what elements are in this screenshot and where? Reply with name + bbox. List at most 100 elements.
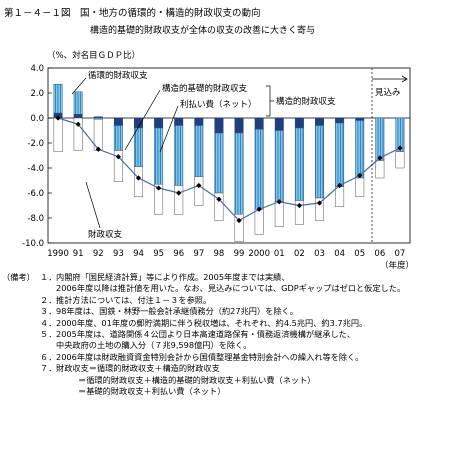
annotations: 循環的財政収支 構造的基礎的財政収支 利払い費（ネット） 構造的財政収支 財政収…: [71, 68, 408, 243]
bar-series: [53, 84, 405, 242]
x-tick-label: 94: [133, 249, 144, 259]
x-tick-label: 98: [214, 249, 225, 259]
bar-interest: [53, 117, 63, 152]
label-balance: 財政収支: [88, 229, 123, 240]
notes-item-num: ２．: [40, 294, 57, 305]
label-structural: 構造的財政収支: [276, 96, 336, 107]
leader-structural-primary: [124, 89, 161, 151]
bar-structural-primary: [174, 125, 184, 186]
notes-item-num: ６．: [40, 351, 57, 362]
balance-point: [196, 182, 202, 189]
bar-interest: [315, 197, 324, 221]
balance-point: [397, 145, 403, 151]
notes-item-num: ４．: [40, 317, 57, 328]
x-tick-label: 04: [334, 249, 345, 259]
y-tick-label: -2.0: [27, 139, 44, 149]
bar-interest: [234, 214, 244, 242]
bar-interest: [355, 177, 365, 197]
bar-cyclical: [355, 117, 365, 121]
bar-cyclical: [73, 114, 83, 119]
notes-item-num: ７．: [40, 363, 57, 374]
notes-item-text: 2006年度以降は推計値を用いた。なお、見込みについては、GDPギャップはゼロと…: [56, 283, 406, 294]
leader-cyclical: [71, 77, 87, 95]
label-forecast: 見込み: [375, 87, 401, 98]
notes-item-1-line-2: 2006年度以降は推計値を用いた。なお、見込みについては、GDPギャップはゼロと…: [2, 283, 472, 294]
bar-interest: [294, 200, 304, 225]
notes-item-6: ６． 2006年度は財政融資資金特別会計から国債整理基金特別会計への繰入れ等を除く…: [2, 352, 472, 363]
bar-cyclical: [315, 117, 324, 126]
balance-point: [75, 121, 81, 127]
bar-structural-primary: [254, 129, 264, 210]
bar-structural-primary: [294, 127, 304, 201]
x-tick-label: 02: [294, 249, 305, 259]
notes-item-text: 2005年度は、道路関係４公団より日本高速道路保有・債務返済機構が継承した、: [56, 329, 356, 340]
bar-interest: [214, 192, 224, 221]
bar-interest: [113, 150, 123, 182]
notes-item-3: ３． 98年度は、国鉄・林野一般会計承継債務分（約27兆円）を除く。: [2, 306, 472, 317]
notes-item-1-line-1: （備考） １． 内閣府「国民経済計算」等により作成。2005年度までは実績、: [2, 272, 472, 283]
x-tick-label: 91: [73, 249, 84, 259]
balance-point: [256, 206, 262, 212]
x-tick-label: 99: [234, 249, 245, 259]
x-axis-ticks: 1990 91 92 93 94 95 96 97 98 99 2000 01 02 03 04 05 06 07: [47, 249, 405, 259]
notes: （備考） １． 内閣府「国民経済計算」等により作成。2005年度までは実績、 200…: [2, 272, 472, 397]
balance-point: [316, 200, 323, 206]
x-tick-label: 92: [93, 249, 104, 259]
bar-interest: [134, 166, 143, 197]
bar-cyclical: [274, 117, 284, 131]
balance-point: [236, 217, 242, 224]
bar-interest: [375, 160, 385, 179]
balance-point: [156, 185, 162, 191]
bar-structural-primary: [375, 117, 385, 161]
y-tick-label: -4.0: [27, 164, 44, 174]
bar-cyclical: [294, 117, 304, 129]
notes-item-text: 推計方法については、付注１－３を参照。: [56, 294, 212, 305]
bar-cyclical: [174, 117, 184, 126]
x-tick-label: 93: [113, 249, 124, 259]
balance-polyline: [57, 117, 401, 222]
notes-item-num: ３．: [40, 306, 57, 317]
notes-item-5-line-1: ５． 2005年度は、道路関係４公団より日本高速道路保有・債務返済機構が継承した、: [2, 329, 472, 340]
bar-structural-primary: [73, 91, 83, 115]
notes-item-text: 財政収支＝循環的財政収支＋構造的財政収支: [56, 363, 220, 374]
bar-structural-primary: [355, 120, 365, 179]
balance-point: [337, 182, 343, 189]
balance-point: [135, 175, 142, 181]
x-tick-label: 2000: [248, 249, 270, 259]
leader-balance: [85, 181, 101, 229]
label-structural-primary: 構造的基礎的財政収支: [162, 83, 248, 94]
notes-item-text: ＝基礎的財政収支＋利払い費（ネット）: [78, 386, 226, 397]
x-tick-label: 06: [374, 249, 385, 259]
x-tick-label: 96: [173, 249, 184, 259]
x-tick-label: 01: [274, 249, 285, 259]
x-axis-label: （年度）: [380, 260, 414, 270]
bar-structural-primary: [315, 125, 324, 199]
notes-item-5-line-2: 中央政府の土地の購入分（７兆9,598億円）を除く。: [2, 340, 472, 351]
bar-interest: [274, 201, 284, 227]
bar-cyclical: [254, 117, 264, 130]
balance-point: [276, 199, 282, 205]
bar-cyclical: [234, 117, 244, 134]
y-axis-ticks: 4.0 2.0 0.0 -2.0 -4.0 -6.0 -8.0 -10.0: [22, 64, 52, 249]
bar-structural-primary: [154, 127, 164, 185]
balance-point: [377, 155, 383, 161]
x-tick-label: 1990: [47, 249, 69, 259]
bar-interest: [254, 209, 264, 235]
notes-item-text: 98年度は、国鉄・林野一般会計承継債務分（約27兆円）を除く。: [56, 306, 298, 317]
notes-label: （備考）: [2, 272, 35, 282]
notes-item-4: ４． 2000年度、01年度の郵貯満期に伴う税収増は、それぞれ、約4.5兆円、約3…: [2, 318, 472, 329]
balance-line: [55, 115, 403, 224]
label-cyclical: 循環的財政収支: [88, 70, 148, 81]
y-tick-label: -8.0: [27, 214, 44, 224]
notes-item-text: ＝循環的財政収支＋構造的基礎的財政収支＋利払い費（ネット）: [78, 374, 316, 385]
y-tick-label: 4.0: [30, 64, 44, 74]
chart-area: 第１－４－１図 国・地方の循環的・構造的財政収支の動向 構造的基礎的財政収支が全…: [4, 7, 414, 270]
leader-interest: [159, 105, 179, 153]
y-tick-label: 2.0: [30, 89, 44, 99]
notes-item-7-line-2: ＝循環的財政収支＋構造的基礎的財政収支＋利払い費（ネット）: [2, 375, 472, 386]
x-tick-label: 95: [153, 249, 164, 259]
notes-item-7-line-1: ７． 財政収支＝循環的財政収支＋構造的財政収支: [2, 363, 472, 374]
bar-cyclical: [113, 117, 123, 126]
bar-cyclical: [214, 117, 224, 134]
x-tick-label: 97: [193, 249, 204, 259]
